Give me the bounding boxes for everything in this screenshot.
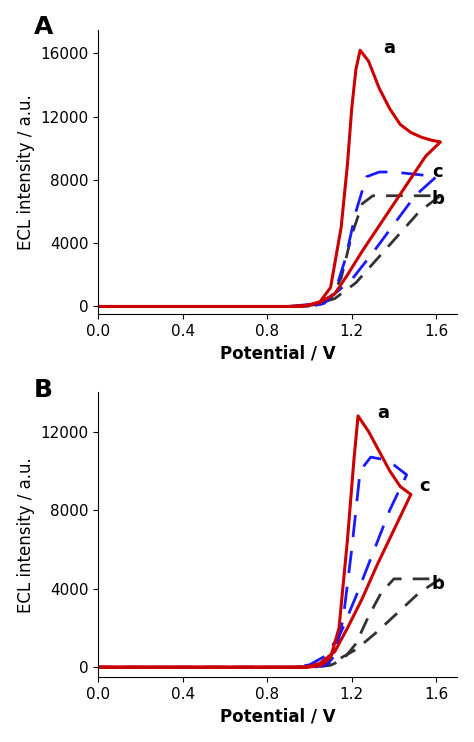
Text: B: B bbox=[34, 378, 53, 402]
X-axis label: Potential / V: Potential / V bbox=[220, 707, 336, 726]
Text: A: A bbox=[34, 16, 53, 39]
Text: c: c bbox=[419, 476, 430, 494]
Text: b: b bbox=[432, 575, 445, 593]
Y-axis label: ECL intensity / a.u.: ECL intensity / a.u. bbox=[17, 457, 35, 613]
Y-axis label: ECL intensity / a.u.: ECL intensity / a.u. bbox=[17, 94, 35, 250]
Text: c: c bbox=[432, 162, 443, 181]
Text: b: b bbox=[432, 190, 445, 208]
X-axis label: Potential / V: Potential / V bbox=[220, 345, 336, 363]
Text: a: a bbox=[377, 404, 389, 422]
Text: a: a bbox=[383, 39, 395, 57]
